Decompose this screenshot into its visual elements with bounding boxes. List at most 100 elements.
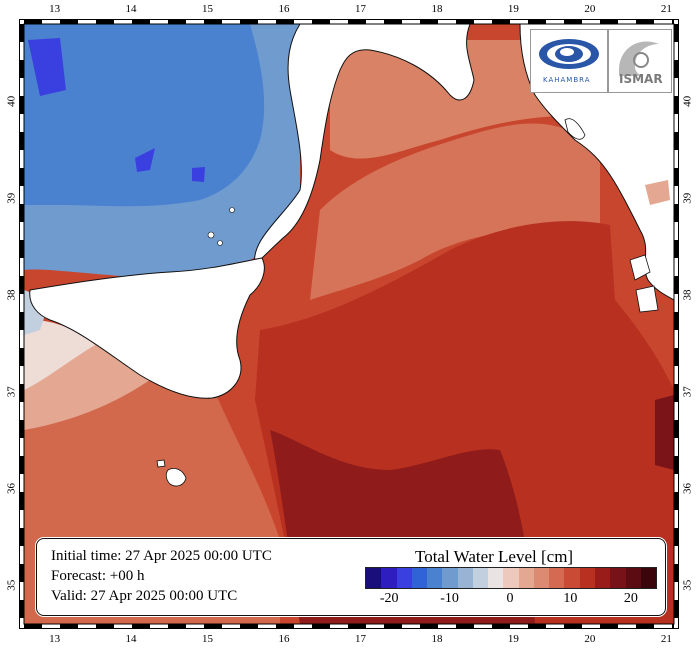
sea-blue-patch-3 — [192, 167, 205, 182]
frame-seg-bottom — [168, 624, 186, 628]
colorbar-swatch — [396, 568, 412, 588]
lat-label-right: 35 — [682, 579, 694, 591]
frame-seg-bottom — [24, 624, 42, 628]
colorbar-title: Total Water Level [cm] — [415, 547, 574, 566]
frame-seg-right — [674, 204, 678, 222]
sea-sw-white — [24, 319, 95, 390]
frame-seg-top — [348, 20, 366, 24]
frame-seg-bottom — [60, 624, 78, 628]
land-aeolian-1 — [229, 207, 235, 213]
sea-east-dark — [655, 395, 674, 470]
kahambra-logo-text: KAHAMBRA — [543, 76, 591, 84]
lon-label-top: 20 — [584, 3, 596, 15]
land-malta — [165, 468, 187, 487]
lat-label-right: 37 — [682, 386, 694, 398]
frame-seg-top — [420, 20, 438, 24]
frame-seg-top — [168, 20, 186, 24]
frame-seg-bottom — [384, 624, 402, 628]
colorbar-swatch — [427, 568, 443, 588]
colorbar-swatch — [579, 568, 595, 588]
frame-seg-bottom — [240, 624, 258, 628]
colorbar-swatch — [457, 568, 473, 588]
lon-label-bottom: 15 — [202, 633, 214, 645]
colorbar-swatch — [503, 568, 519, 588]
lat-label-left: 37 — [6, 386, 18, 398]
plot-border — [23, 23, 675, 625]
frame-seg-left — [20, 204, 24, 222]
kahambra-logo: KAHAMBRA — [530, 29, 608, 93]
frame-seg-bottom — [420, 624, 438, 628]
frame-seg-bottom — [276, 624, 294, 628]
lat-label-right: 40 — [682, 95, 694, 107]
land-italy — [254, 24, 475, 267]
frame-seg-top — [204, 20, 222, 24]
frame-seg-bottom — [348, 624, 366, 628]
colorbar-swatch — [442, 568, 458, 588]
sea-ionic-north — [310, 123, 600, 301]
frame-seg-right — [674, 168, 678, 186]
wave-logo-icon — [619, 41, 659, 76]
colorbar-swatch — [549, 568, 565, 588]
latitude-labels: 35 35 36 36 37 37 38 38 39 39 40 40 — [6, 95, 694, 590]
colorbar-tick-label: -10 — [440, 591, 459, 606]
frame-seg-left — [20, 96, 24, 114]
land-small-coast — [564, 118, 586, 140]
frame-seg-top — [24, 20, 42, 24]
land-balkans — [519, 24, 674, 301]
frame-seg-top — [456, 20, 474, 24]
frame-seg-left — [20, 564, 24, 582]
lon-label-bottom: 18 — [431, 633, 443, 645]
frame-seg-top — [636, 20, 654, 24]
colorbar-swatch — [366, 568, 382, 588]
frame-seg-top — [564, 20, 582, 24]
colorbar-tick-label: -20 — [379, 591, 399, 606]
frame-seg-left — [20, 492, 24, 510]
sea-level-field — [24, 24, 674, 624]
colorbar-swatch — [411, 568, 428, 588]
land-island-1 — [629, 254, 651, 281]
initial-time-text: Initial time: 27 Apr 2025 00:00 UTC — [51, 548, 272, 564]
frame-seg-top — [600, 20, 618, 24]
ismar-logo: ISMAR — [608, 29, 672, 93]
frame-seg-right — [674, 240, 678, 258]
colorbar-tick-label: 0 — [506, 591, 514, 606]
lon-label-top: 17 — [355, 3, 367, 15]
frame-seg-bottom — [672, 624, 674, 628]
lat-label-left: 40 — [6, 95, 18, 107]
lat-label-right: 38 — [682, 289, 694, 301]
frame-seg-left — [20, 420, 24, 438]
frame-seg-bottom — [492, 624, 510, 628]
frame-seg-left — [20, 456, 24, 474]
lon-label-bottom: 21 — [661, 633, 672, 645]
frame-seg-top — [312, 20, 330, 24]
colorbar-tick-label: 10 — [563, 591, 578, 606]
frame-seg-left — [20, 276, 24, 294]
frame-seg-left — [20, 384, 24, 402]
frame-seg-left — [20, 60, 24, 78]
frame-seg-top — [492, 20, 510, 24]
land-gozo — [156, 459, 166, 468]
info-legend-box: Initial time: 27 Apr 2025 00:00 UTC Fore… — [36, 538, 666, 616]
frame-seg-left — [20, 348, 24, 366]
lat-label-left: 35 — [6, 579, 18, 591]
frame-seg-left — [20, 528, 24, 546]
lon-label-top: 14 — [126, 3, 138, 15]
land-aeolian-2 — [207, 231, 215, 239]
lon-label-bottom: 17 — [355, 633, 367, 645]
frame-seg-top — [240, 20, 258, 24]
frame-seg-bottom — [564, 624, 582, 628]
frame-seg-bottom — [96, 624, 114, 628]
frame-seg-top — [96, 20, 114, 24]
frame-seg-left — [20, 600, 24, 618]
frame-seg-right — [674, 384, 678, 402]
frame-seg-right — [674, 96, 678, 114]
frame-seg-right — [674, 132, 678, 150]
frame-seg-top — [60, 20, 78, 24]
colorbar-swatch — [518, 568, 534, 588]
frame-seg-right — [674, 348, 678, 366]
frame-seg-bottom — [456, 624, 474, 628]
colorbar-swatch — [488, 568, 504, 588]
frame-seg-left — [20, 312, 24, 330]
frame-seg-bottom — [528, 624, 546, 628]
